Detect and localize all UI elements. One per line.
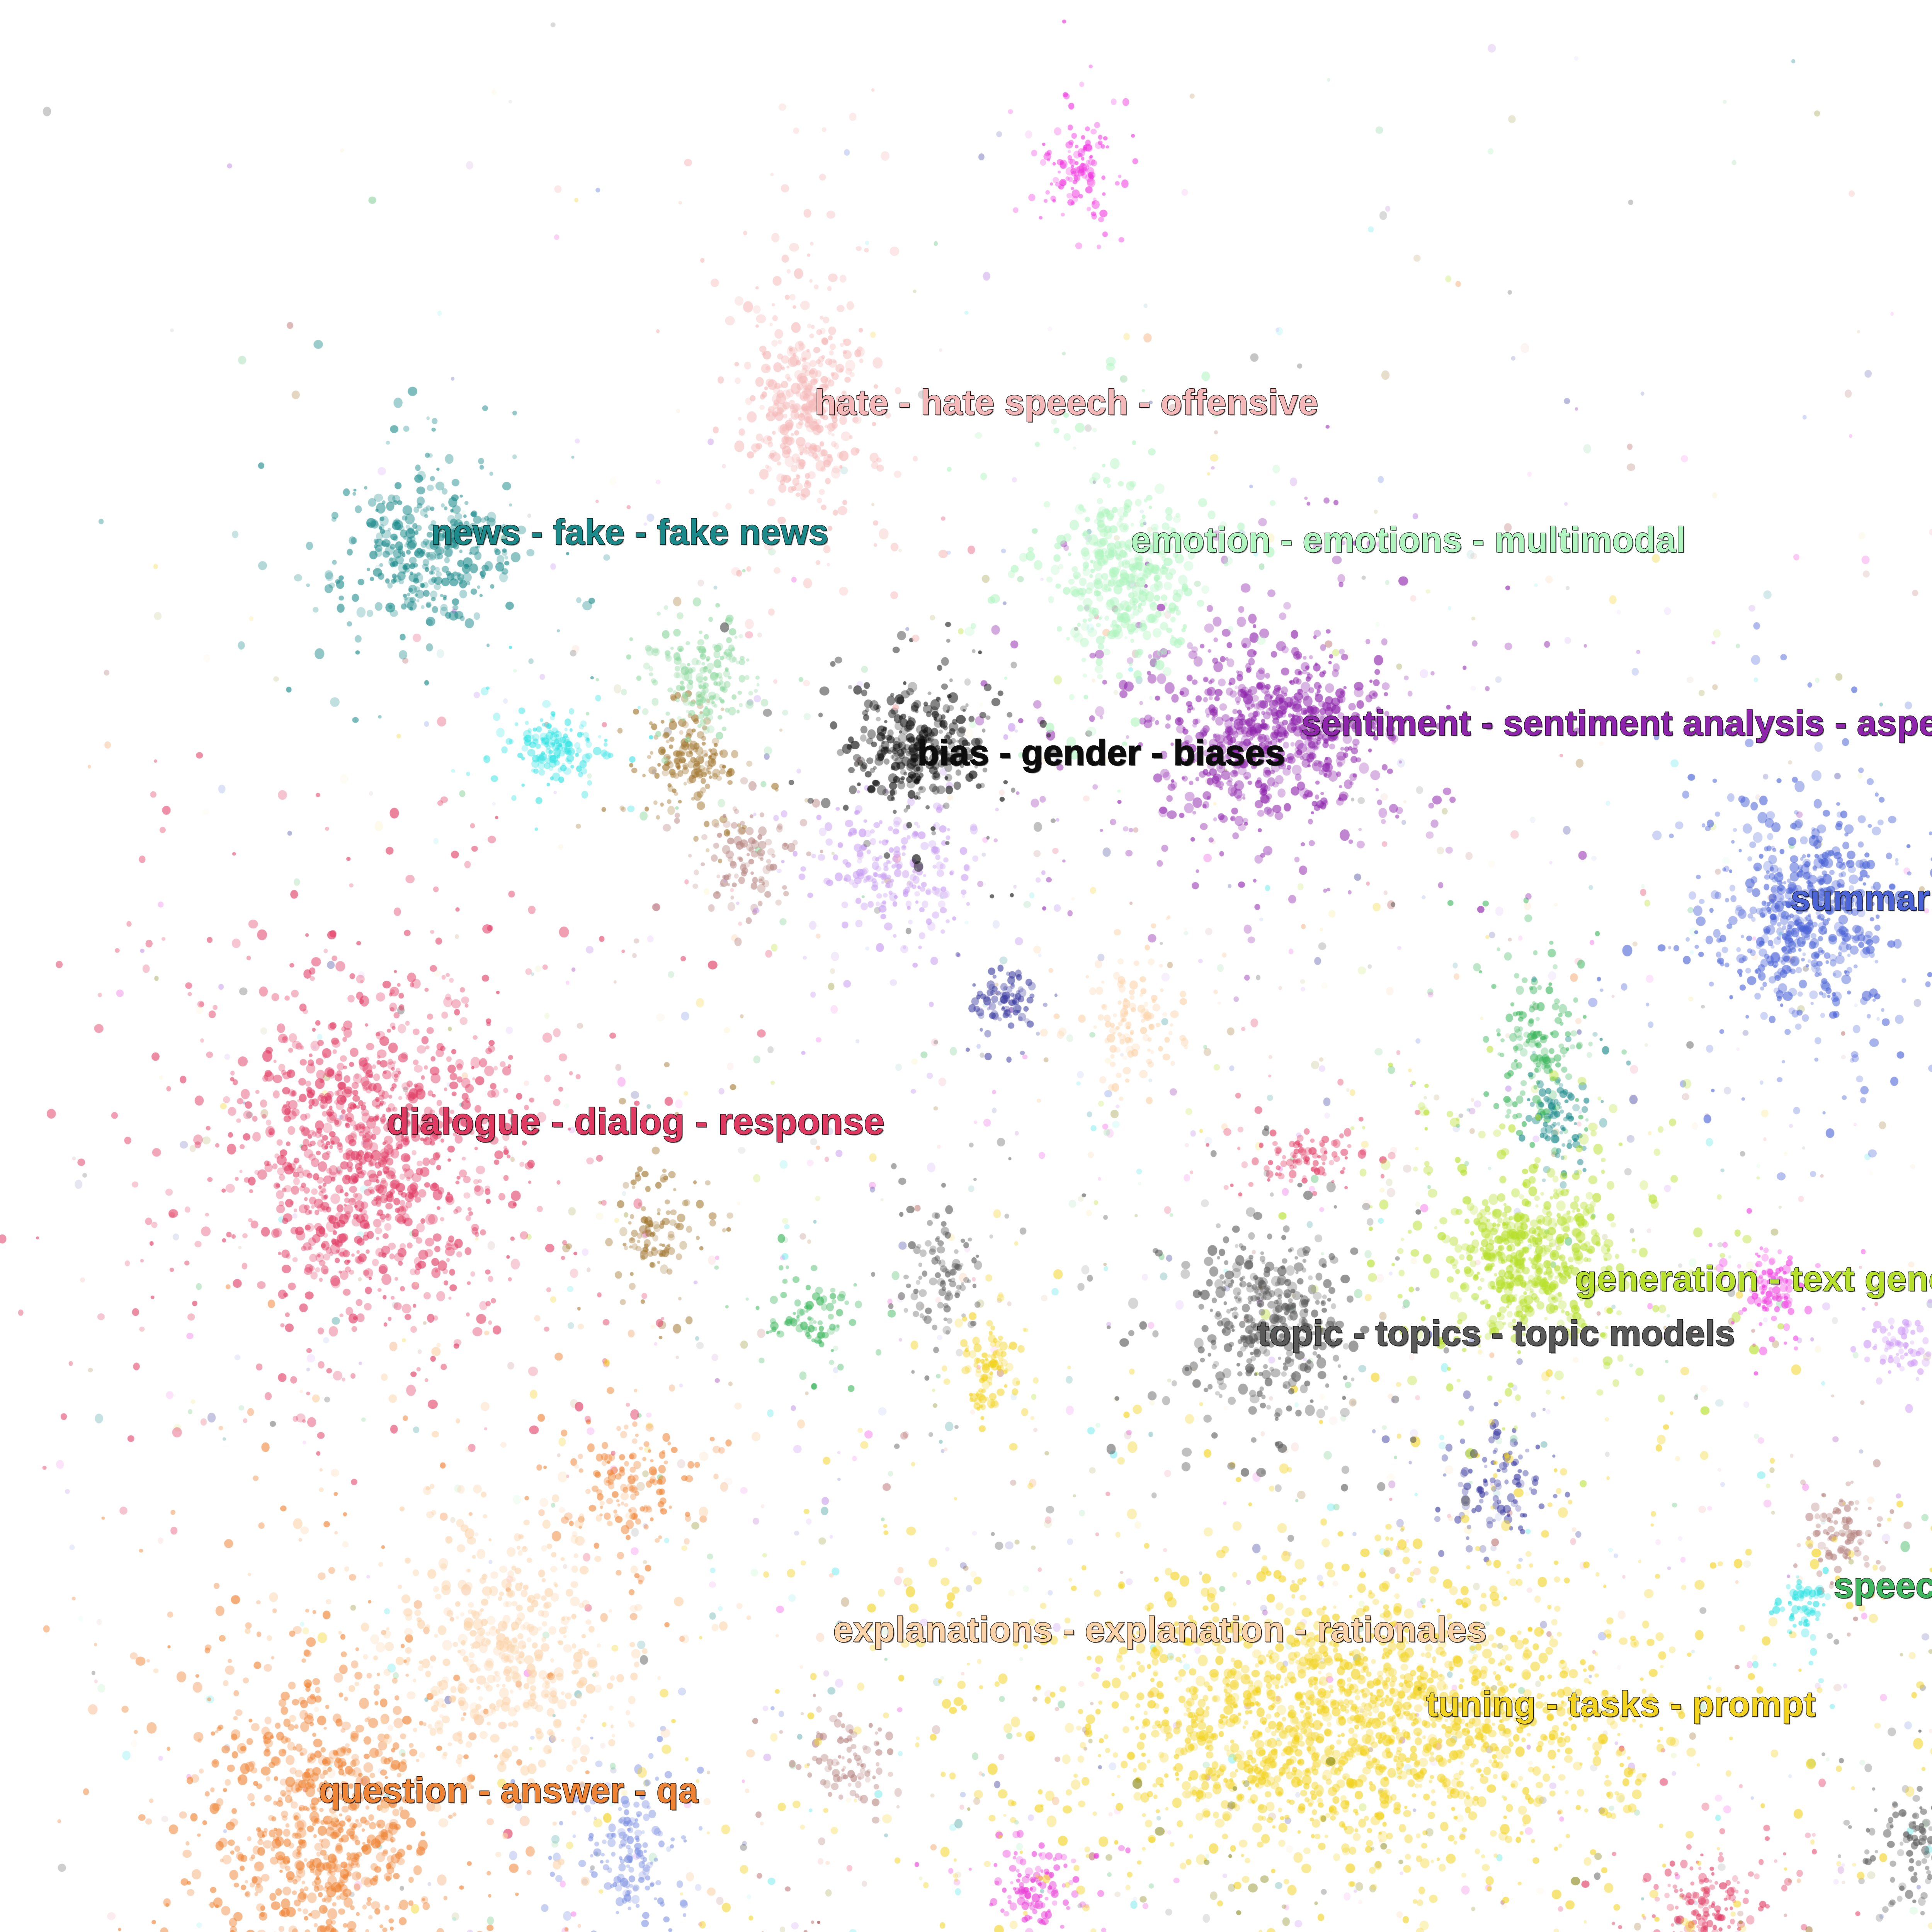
cluster-label-sentiment[interactable]: sentiment - sentiment analysis - aspect: [1301, 703, 1932, 743]
cluster-label-topic[interactable]: topic - topics - topic models: [1257, 1313, 1735, 1354]
cluster-label-question[interactable]: question - answer - qa: [318, 1770, 699, 1811]
cluster-label-emotion[interactable]: emotion - emotions - multimodal: [1131, 520, 1686, 560]
cluster-label-summarization[interactable]: summarization - summaries - summary: [1790, 878, 1932, 918]
cluster-label-news[interactable]: news - fake - fake news: [430, 512, 829, 553]
cluster-label-speech[interactable]: speech - asr - speech recognition: [1833, 1565, 1932, 1606]
cluster-label-bias[interactable]: bias - gender - biases: [917, 733, 1286, 773]
cluster-label-dialogue[interactable]: dialogue - dialog - response: [386, 1100, 885, 1143]
cluster-label-explanations[interactable]: explanations - explanation - rationales: [833, 1609, 1487, 1650]
cluster-label-tuning[interactable]: tuning - tasks - prompt: [1426, 1684, 1816, 1725]
cluster-label-generation[interactable]: generation - text generation - text: [1575, 1259, 1932, 1299]
cluster-label-hate[interactable]: hate - hate speech - offensive: [814, 382, 1318, 423]
